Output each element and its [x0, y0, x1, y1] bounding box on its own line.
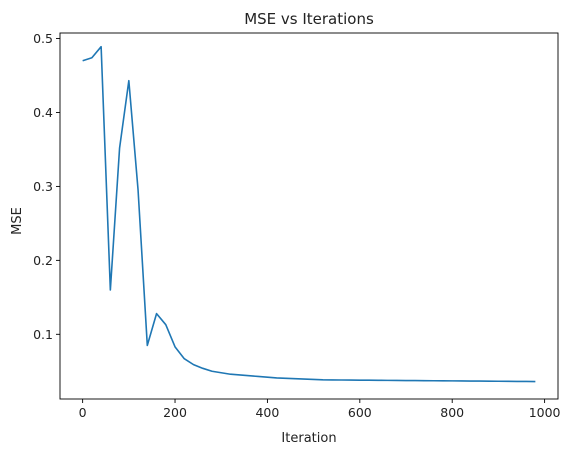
x-tick-label: 1000 [529, 405, 561, 420]
x-tick-label: 600 [348, 405, 372, 420]
y-tick-label: 0.4 [33, 105, 53, 120]
y-tick-label: 0.3 [33, 179, 53, 194]
y-tick-label: 0.1 [33, 327, 53, 342]
chart-title: MSE vs Iterations [244, 10, 374, 28]
x-axis-label: Iteration [281, 431, 336, 446]
x-axis: 0 200 400 600 800 1000 [79, 399, 561, 420]
y-axis-label: MSE [10, 207, 25, 235]
y-axis: 0.1 0.2 0.3 0.4 0.5 [33, 31, 60, 342]
y-tick-label: 0.5 [33, 31, 53, 46]
x-tick-label: 0 [79, 405, 87, 420]
mse-line [83, 47, 536, 382]
x-tick-label: 200 [163, 405, 187, 420]
x-tick-label: 400 [255, 405, 279, 420]
x-tick-label: 800 [440, 405, 464, 420]
plot-frame [60, 33, 558, 399]
plot-area [60, 33, 558, 399]
y-tick-label: 0.2 [33, 253, 53, 268]
